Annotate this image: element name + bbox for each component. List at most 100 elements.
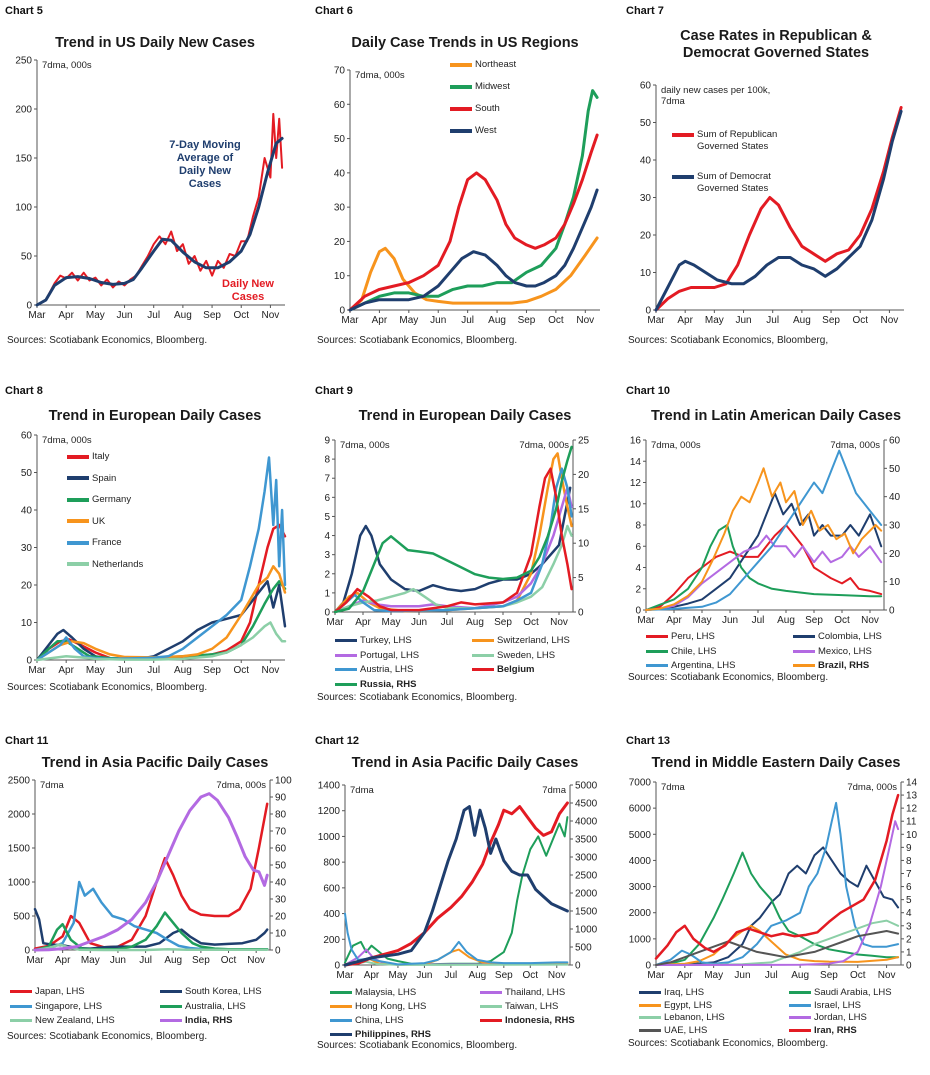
series-line-northeast — [348, 236, 599, 312]
chart-panel-6: Chart 6 0 10 20 30 40 50 60 70 Mar Apr May Jun Jul Aug… — [315, 5, 615, 346]
y-tick-label: 5 — [324, 512, 330, 523]
x-tick-label: Apr — [677, 970, 693, 981]
unit-label: 7dma, 000s — [42, 435, 92, 446]
series-line-argentina-lhs — [645, 449, 883, 611]
legend-label: Argentina, LHS — [671, 660, 736, 671]
y-tick-label-right: 7 — [906, 869, 912, 880]
chart-svg: 0 500 1000 1500 2000 2500 0 10 20 30 40 50 60 70 80 90 1… — [8, 776, 292, 967]
x-tick-label: Mar — [326, 617, 344, 628]
legend-item: Netherlands — [67, 559, 143, 570]
x-tick-label: Aug — [793, 315, 811, 326]
y-tick-label-right: 5 — [906, 895, 912, 906]
legend-swatch — [480, 991, 502, 994]
y-tick-label-right: 1500 — [575, 907, 598, 918]
x-tick-label: May — [81, 955, 100, 966]
legend-item: Thailand, LHS — [480, 987, 565, 998]
series-line-sweden-lhs — [333, 524, 573, 614]
legend-swatch — [646, 664, 668, 667]
chart-title: Trend in European Daily Cases — [48, 408, 262, 424]
y-tick-label-right: 40 — [275, 878, 287, 889]
y-tick-label-right: 3500 — [575, 835, 598, 846]
chart-svg: 0 1 2 3 4 5 6 7 8 9 0 5 10 15 20 25 Mar Apr May Jun Jul Aug Se… — [324, 436, 590, 629]
legend-label: China, LHS — [355, 1015, 404, 1026]
x-tick-label: Apr — [666, 615, 682, 626]
series-line-india-rhs — [33, 792, 269, 952]
legend-item: Lebanon, LHS — [639, 1012, 725, 1023]
legend-label: Hong Kong, LHS — [355, 1001, 427, 1012]
legend-item: Switzerland, LHS — [472, 635, 570, 646]
legend-label: Indonesia, RHS — [505, 1015, 575, 1026]
y-tick-label: 30 — [334, 203, 346, 214]
chart-svg: 0 200 400 600 800 1000 1200 1400 0 500 1000 1500 200… — [318, 781, 598, 982]
chart-title: Trend in Asia Pacific Daily Cases — [351, 755, 579, 771]
legend-label: France — [92, 537, 122, 548]
legend-swatch — [480, 1005, 502, 1008]
series-line-indonesia-rhs — [343, 801, 569, 967]
legend-item: Indonesia, RHS — [480, 1015, 575, 1026]
y-tick-label: 0 — [645, 306, 651, 317]
x-tick-label: Jul — [147, 665, 160, 676]
legend-item: Japan, LHS — [10, 986, 85, 997]
legend-swatch — [480, 1019, 502, 1022]
source-note: Sources: Scotiabank Economics, Bloomberg… — [7, 682, 208, 693]
chart-svg: 0 2 4 6 8 10 12 14 16 0 10 20 30 40 50 60 Mar Apr May Jun Ju… — [630, 436, 901, 627]
chart-title: Trend in Asia Pacific Daily Cases — [41, 755, 269, 771]
x-tick-label: Apr — [364, 970, 380, 981]
series-line-jordan-lhs — [655, 820, 900, 966]
y-tick-label: 200 — [15, 105, 32, 116]
legend-label: Sum of Republican Governed States — [697, 129, 778, 152]
x-tick-label: Jul — [147, 310, 160, 321]
x-tick-label: Sep — [518, 315, 536, 326]
y-tick-label: 150 — [15, 154, 32, 165]
legend-swatch — [335, 653, 357, 657]
series-line-sum-of-republican-governed-states — [654, 106, 903, 312]
x-tick-label: Aug — [174, 665, 192, 676]
y-tick-label: 40 — [334, 168, 346, 179]
y-tick-label: 6 — [635, 542, 641, 553]
legend-item: Colombia, LHS — [793, 631, 882, 642]
y-tick-label-right: 3 — [906, 921, 912, 932]
legend-item: Israel, LHS — [789, 1000, 861, 1011]
legend-label: New Zealand, LHS — [35, 1015, 115, 1026]
chart-title: Daily Case Trends in US Regions — [351, 35, 579, 51]
series-line-colombia-lhs — [645, 492, 883, 611]
legend-swatch — [67, 540, 89, 545]
y-tick-label-right: 2500 — [575, 871, 598, 882]
legend-item: Argentina, LHS — [646, 660, 735, 671]
y-tick-label: 5000 — [629, 830, 652, 841]
y-tick-label: 70 — [334, 66, 346, 77]
x-tick-label: Aug — [164, 955, 182, 966]
legend-item: Belgium — [472, 664, 534, 675]
legend-swatch — [793, 664, 815, 667]
x-tick-label: Oct — [850, 970, 866, 981]
y-tick-label-right: 4500 — [575, 799, 598, 810]
x-tick-label: Nov — [262, 665, 280, 676]
y-tick-label-right: 25 — [578, 436, 590, 447]
legend-item: Sum of Democrat Governed States — [672, 159, 771, 195]
legend-swatch — [639, 1016, 661, 1019]
legend-swatch — [67, 562, 89, 566]
x-tick-label: Jun — [411, 617, 427, 628]
legend-swatch — [335, 682, 357, 686]
y-tick-label-right: 40 — [889, 492, 901, 503]
legend-item: Saudi Arabia, LHS — [789, 987, 892, 998]
chart-panel-13: Chart 13 0 1000 2000 3000 4000 5000 6000 7000 0 1 2… — [626, 735, 926, 1075]
legend-item: Sweden, LHS — [472, 650, 555, 661]
legend-swatch — [789, 991, 811, 994]
chart-number: Chart 9 — [315, 385, 353, 397]
legend-swatch — [330, 1005, 352, 1008]
chart-panel-11: Chart 11 0 500 1000 1500 2000 2500 0 10 20 30 40 50 6… — [5, 735, 305, 1075]
series-annotation: Average of — [177, 152, 234, 164]
chart-number: Chart 6 — [315, 5, 353, 17]
x-tick-label: Oct — [233, 665, 249, 676]
series-line-west — [348, 188, 599, 312]
y-tick-label: 3000 — [629, 882, 652, 893]
y-tick-label-right: 10 — [578, 539, 590, 550]
x-tick-label: Apr — [355, 617, 371, 628]
legend-swatch — [450, 84, 472, 89]
legend-label: Chile, LHS — [671, 645, 717, 657]
series-line-belgium — [333, 467, 573, 614]
legend-label: Mexico, LHS — [818, 645, 872, 657]
y-tick-label: 0 — [334, 961, 340, 972]
y-tick-label: 0 — [339, 306, 345, 317]
